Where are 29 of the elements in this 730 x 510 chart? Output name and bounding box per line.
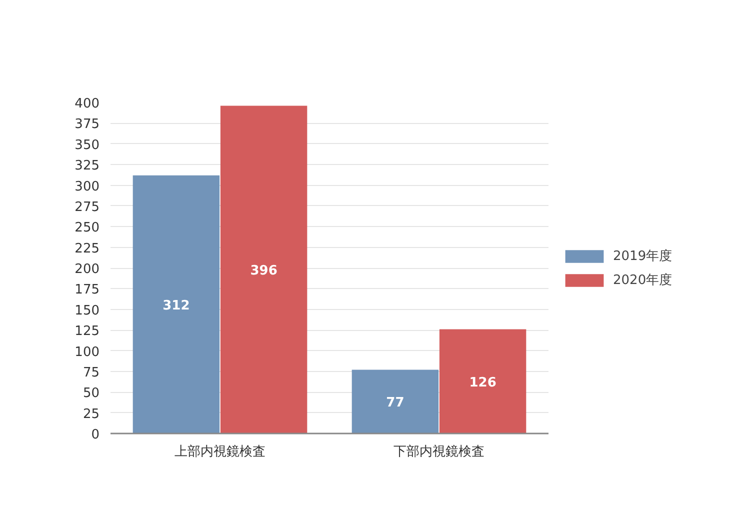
data-label: 126 [469, 375, 496, 390]
y-tick-label: 350 [74, 138, 100, 153]
y-tick-label: 125 [74, 324, 100, 340]
bar [352, 370, 439, 434]
y-tick-label: 300 [74, 179, 100, 194]
y-tick-label: 400 [74, 96, 100, 112]
y-tick-label: 25 [82, 406, 100, 422]
data-label: 396 [250, 264, 278, 279]
legend-label: 2020年度 [613, 272, 672, 288]
y-tick-label: 200 [74, 262, 100, 277]
y-tick-label: 325 [74, 158, 100, 174]
x-tick-label: 上部内視鏡検査 [174, 444, 266, 460]
data-label: 312 [162, 298, 190, 314]
y-tick-label: 0 [91, 428, 100, 442]
y-tick-label: 275 [74, 200, 100, 215]
bar [132, 175, 220, 434]
bar [439, 329, 526, 434]
bar [220, 106, 308, 434]
y-tick-label: 75 [82, 365, 100, 380]
data-label: 77 [386, 396, 404, 411]
y-tick-label: 150 [74, 303, 100, 318]
y-tick-label: 375 [74, 117, 100, 132]
y-tick-label: 175 [74, 282, 100, 298]
x-tick-label: 下部内視鏡検査 [394, 444, 484, 460]
y-tick-label: 250 [74, 220, 100, 236]
y-tick-label: 225 [74, 241, 100, 256]
y-tick-label: 100 [74, 344, 100, 360]
y-tick-label: 50 [82, 386, 100, 402]
legend-label: 2019年度 [613, 248, 672, 264]
